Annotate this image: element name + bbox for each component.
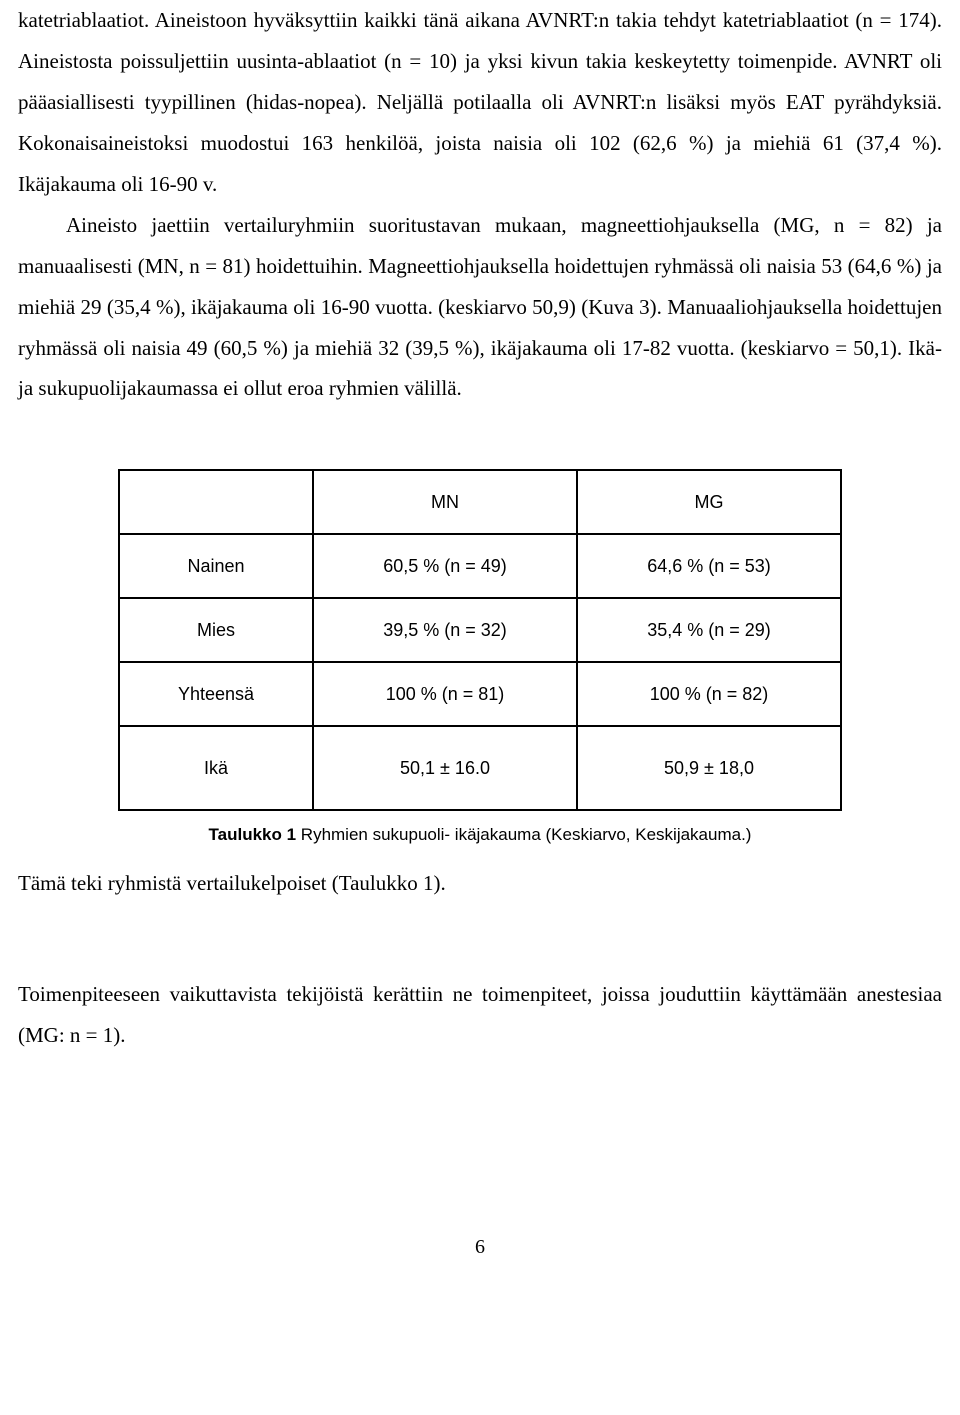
table-row: Yhteensä 100 % (n = 81) 100 % (n = 82) [119, 662, 841, 726]
page-number: 6 [18, 1236, 942, 1279]
table-cell-mn: 100 % (n = 81) [313, 662, 577, 726]
table-header-row: MN MG [119, 470, 841, 534]
table-cell-label: Ikä [119, 726, 313, 810]
paragraph-3: Toimenpiteeseen vaikuttavista tekijöistä… [18, 974, 942, 1056]
table-header-mg: MG [577, 470, 841, 534]
caption-text: Ryhmien sukupuoli- ikäjakauma (Keskiarvo… [296, 825, 751, 844]
table-caption: Taulukko 1 Ryhmien sukupuoli- ikäjakauma… [18, 825, 942, 845]
after-table-text: Tämä teki ryhmistä vertailukelpoiset (Ta… [18, 863, 942, 904]
table-cell-mg: 100 % (n = 82) [577, 662, 841, 726]
table-cell-label: Mies [119, 598, 313, 662]
data-table: MN MG Nainen 60,5 % (n = 49) 64,6 % (n =… [118, 469, 842, 811]
page: katetriablaatiot. Aineistoon hyväksyttii… [0, 0, 960, 1279]
table-cell-mg: 35,4 % (n = 29) [577, 598, 841, 662]
table-cell-mg: 50,9 ± 18,0 [577, 726, 841, 810]
table-row: Ikä 50,1 ± 16.0 50,9 ± 18,0 [119, 726, 841, 810]
caption-bold: Taulukko 1 [209, 825, 297, 844]
table-header-blank [119, 470, 313, 534]
table-cell-label: Yhteensä [119, 662, 313, 726]
table-cell-mn: 50,1 ± 16.0 [313, 726, 577, 810]
table-cell-mn: 60,5 % (n = 49) [313, 534, 577, 598]
table-cell-mg: 64,6 % (n = 53) [577, 534, 841, 598]
table-row: Mies 39,5 % (n = 32) 35,4 % (n = 29) [119, 598, 841, 662]
paragraph-2: Aineisto jaettiin vertailuryhmiin suorit… [18, 205, 942, 410]
table-container: MN MG Nainen 60,5 % (n = 49) 64,6 % (n =… [18, 469, 942, 811]
table-cell-label: Nainen [119, 534, 313, 598]
table-cell-mn: 39,5 % (n = 32) [313, 598, 577, 662]
table-row: Nainen 60,5 % (n = 49) 64,6 % (n = 53) [119, 534, 841, 598]
table-header-mn: MN [313, 470, 577, 534]
paragraph-1: katetriablaatiot. Aineistoon hyväksyttii… [18, 0, 942, 205]
